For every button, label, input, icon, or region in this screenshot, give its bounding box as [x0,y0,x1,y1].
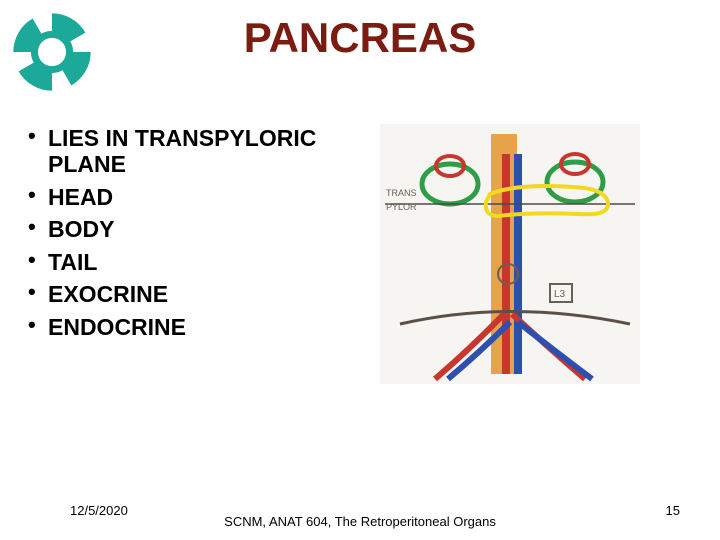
bullet-item: HEAD [26,184,366,210]
svg-text:L3: L3 [554,289,566,300]
bullet-item: ENDOCRINE [26,314,366,340]
drawing-svg: L3 TRANS PYLOR [380,124,640,384]
footer-page-number: 15 [666,503,680,518]
slide: PANCREAS LIES IN TRANSPYLORIC PLANE HEAD B… [0,0,720,540]
bullet-item: EXOCRINE [26,281,366,307]
bullet-item: TAIL [26,249,366,275]
bullet-item: BODY [26,216,366,242]
svg-text:TRANS: TRANS [386,188,417,198]
bullet-list: LIES IN TRANSPYLORIC PLANE HEAD BODY TAIL EX… [26,125,366,346]
slide-title: PANCREAS [0,14,720,62]
anatomy-drawing: L3 TRANS PYLOR [380,124,640,384]
bullet-item: LIES IN TRANSPYLORIC PLANE [26,125,366,178]
footer-center: SCNM, ANAT 604, The Retroperitoneal Orga… [0,514,720,530]
svg-text:PYLOR: PYLOR [386,202,417,212]
